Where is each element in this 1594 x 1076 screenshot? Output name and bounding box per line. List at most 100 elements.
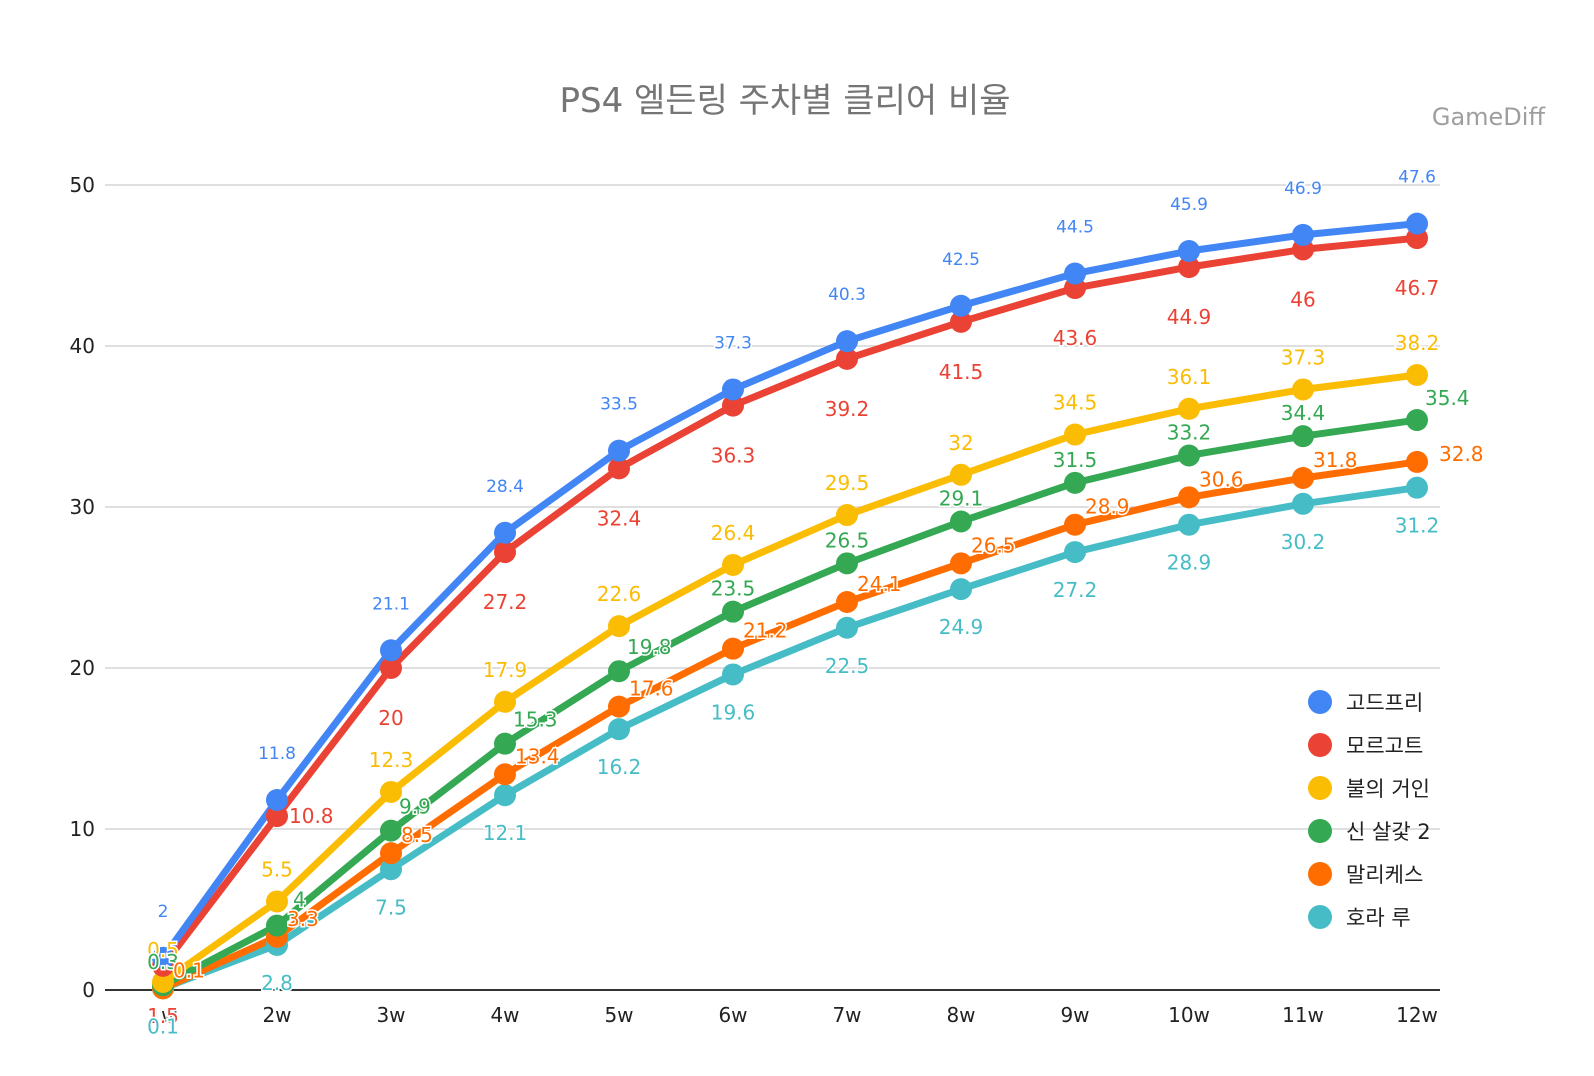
data-point — [494, 541, 516, 564]
data-label: 19.6 — [711, 700, 756, 724]
data-label: 31.2 — [1395, 514, 1440, 538]
data-point — [1178, 240, 1200, 263]
data-label: 28.4 — [486, 477, 524, 497]
data-point — [950, 310, 972, 333]
data-label: 16.2 — [597, 755, 642, 779]
data-point — [1292, 467, 1314, 490]
data-label: 24.1 — [857, 572, 902, 596]
series-points — [152, 212, 1428, 1000]
data-label: 34.5 — [1053, 391, 1098, 415]
data-label: 44.5 — [1056, 218, 1094, 238]
data-point — [494, 521, 516, 544]
series-line — [159, 484, 1421, 992]
gridlines — [105, 184, 1440, 991]
x-tick-label: 1w — [148, 1003, 177, 1027]
data-point — [608, 695, 630, 718]
data-label: 8.5 — [401, 823, 433, 847]
data-label: 20 — [378, 706, 403, 730]
series-lines — [159, 220, 1421, 992]
data-label: 24.9 — [939, 615, 984, 639]
data-label: 32.8 — [1439, 442, 1484, 466]
data-label: 17.6 — [629, 677, 674, 701]
data-label: 0.1 — [147, 1014, 179, 1038]
data-label: 28.9 — [1085, 495, 1130, 519]
data-labels: 211.821.128.433.537.340.342.544.545.946.… — [146, 166, 1485, 1040]
data-point — [1406, 409, 1428, 432]
legend-marker — [1308, 690, 1332, 714]
legend-label: 고드프리 — [1346, 691, 1423, 715]
x-tick-label: 11w — [1282, 1003, 1324, 1027]
data-point — [1292, 223, 1314, 246]
data-label: 1.5 — [147, 1004, 179, 1028]
legend-label: 호라 루 — [1346, 906, 1411, 930]
data-label: 46.9 — [1284, 179, 1322, 199]
data-label: 10.8 — [289, 804, 334, 828]
x-tick-label: 8w — [946, 1003, 975, 1027]
data-label: 17.9 — [483, 658, 528, 682]
y-tick-label: 40 — [70, 334, 95, 358]
series-line — [159, 458, 1421, 992]
data-point — [1064, 513, 1086, 536]
data-point — [1178, 486, 1200, 509]
data-label: 30.2 — [1281, 530, 1326, 554]
data-label: 27.2 — [1053, 578, 1098, 602]
data-label: 26.5 — [825, 528, 870, 552]
data-label: 12.1 — [483, 821, 528, 845]
data-point — [836, 330, 858, 353]
data-label: 38.2 — [1395, 331, 1440, 355]
legend-label: 신 살갗 2 — [1346, 820, 1431, 844]
data-label: 43.6 — [1053, 326, 1098, 350]
data-point — [380, 842, 402, 865]
data-point — [266, 805, 288, 828]
y-tick-label: 30 — [70, 495, 95, 519]
data-point — [266, 789, 288, 812]
data-point — [380, 858, 402, 881]
y-tick-label: 50 — [70, 173, 95, 197]
data-label: 2 — [158, 902, 169, 922]
x-tick-label: 4w — [490, 1003, 519, 1027]
data-point — [608, 457, 630, 480]
data-point — [494, 690, 516, 713]
data-label: 28.9 — [1167, 551, 1212, 575]
data-point — [266, 890, 288, 913]
data-point — [836, 504, 858, 527]
data-point — [950, 463, 972, 486]
legend-marker — [1308, 733, 1332, 757]
legend-label: 불의 거인 — [1346, 777, 1430, 801]
data-label: 35.4 — [1425, 386, 1470, 410]
data-point — [608, 718, 630, 741]
legend-marker — [1308, 905, 1332, 929]
x-tick-label: 7w — [832, 1003, 861, 1027]
data-point — [1406, 450, 1428, 473]
data-point — [608, 660, 630, 683]
data-label: 29.5 — [825, 471, 870, 495]
source-label: GameDiff — [1432, 103, 1546, 131]
data-point — [494, 732, 516, 755]
data-point — [836, 552, 858, 575]
chart-title: PS4 엘든링 주차별 클리어 비율 — [559, 81, 1010, 121]
data-point — [950, 578, 972, 601]
data-label: 11.8 — [258, 744, 296, 764]
data-label: 32 — [948, 431, 973, 455]
y-axis-ticks: 0 10 20 30 40 50 — [70, 173, 95, 1002]
x-tick-label: 6w — [718, 1003, 747, 1027]
data-point — [1406, 363, 1428, 386]
data-label: 31.5 — [1053, 448, 1098, 472]
legend-label: 모르고트 — [1346, 734, 1423, 758]
data-point — [1406, 212, 1428, 235]
legend-marker — [1308, 776, 1332, 800]
data-label: 9.9 — [399, 795, 431, 819]
data-label: 46 — [1290, 287, 1315, 311]
data-label: 13.4 — [515, 744, 560, 768]
data-label: 0.3 — [147, 950, 179, 974]
data-label: 5.5 — [261, 857, 293, 881]
data-label: 15.3 — [513, 708, 558, 732]
data-point — [152, 946, 174, 969]
data-label: 26.5 — [971, 533, 1016, 557]
data-point — [836, 347, 858, 370]
series-line — [159, 220, 1421, 962]
data-point — [152, 970, 174, 993]
x-tick-label: 9w — [1060, 1003, 1089, 1027]
data-point — [608, 615, 630, 638]
x-tick-label: 2w — [262, 1003, 291, 1027]
